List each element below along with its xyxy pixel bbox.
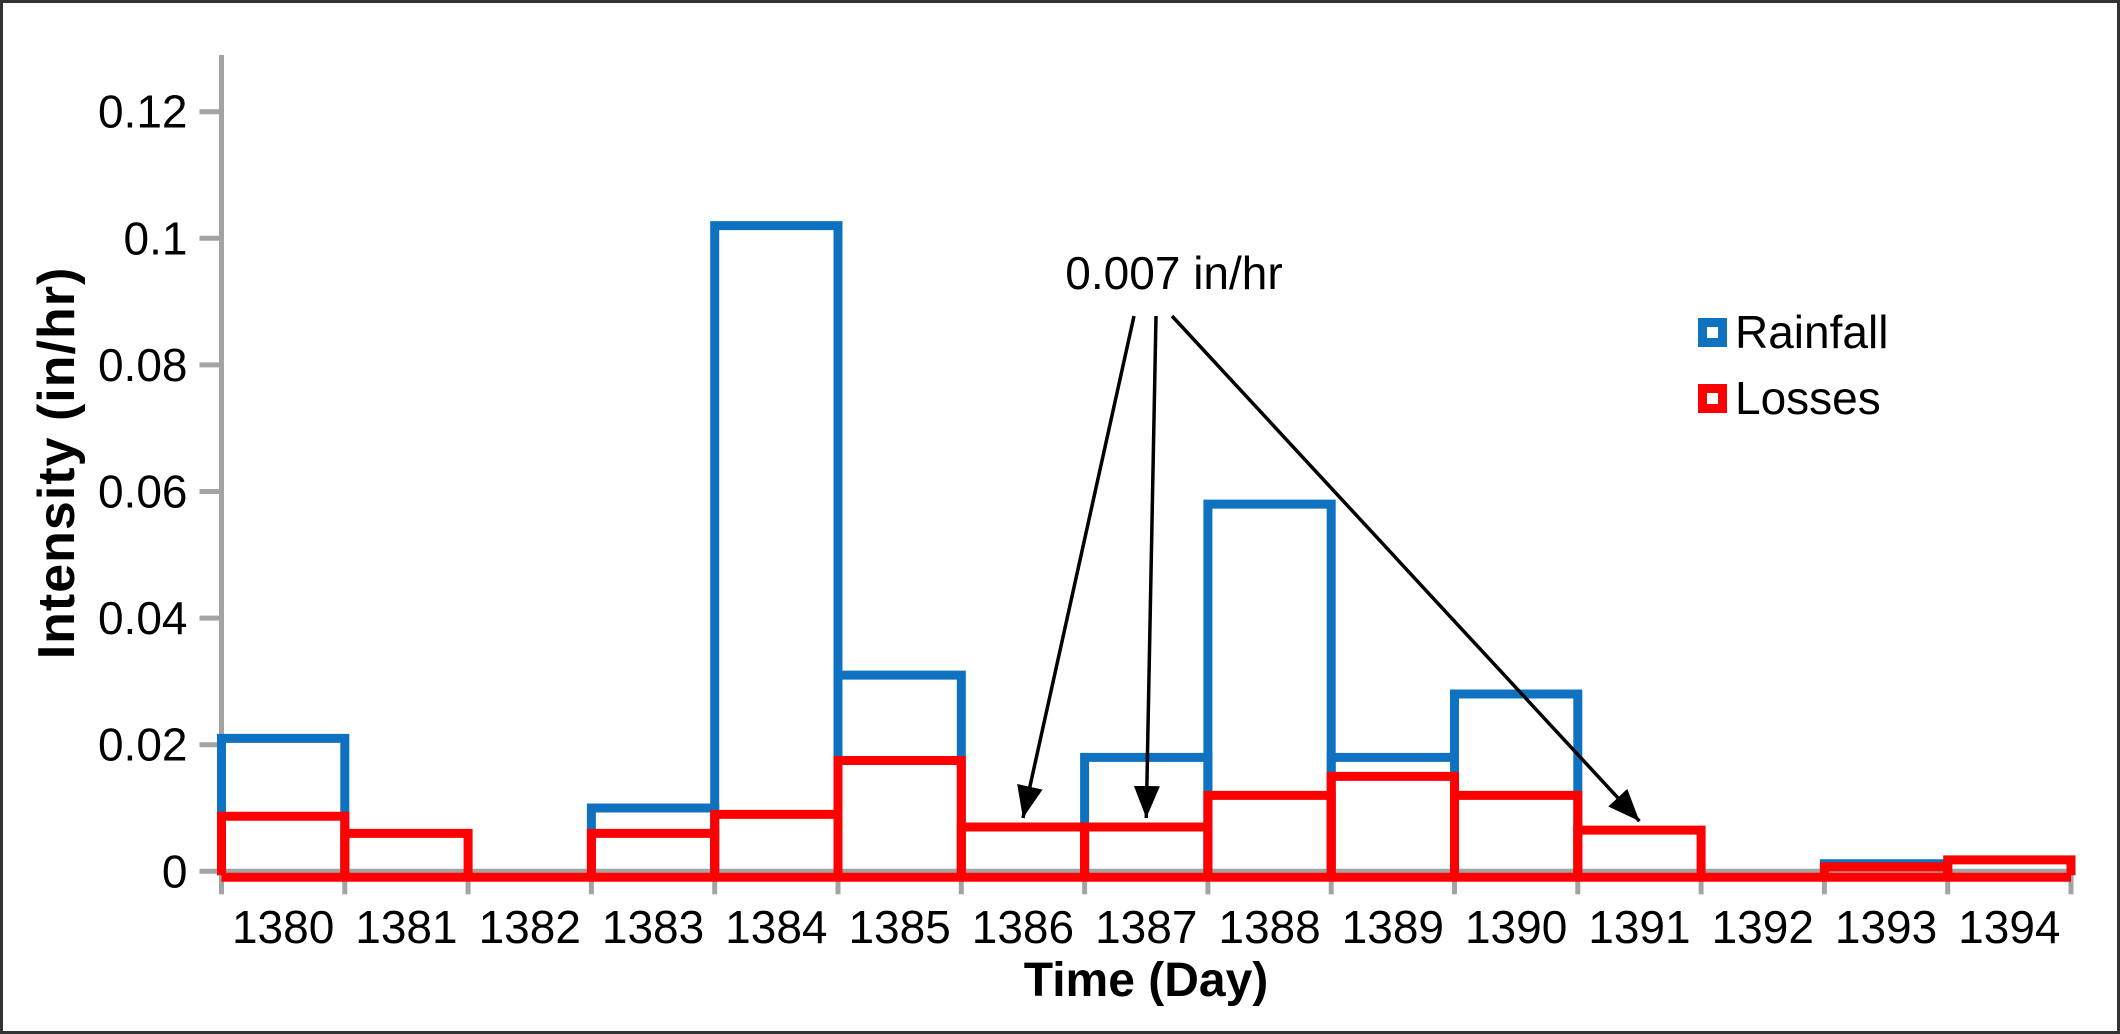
y-tick-label: 0.08 — [98, 339, 188, 391]
x-tick-label: 1380 — [232, 901, 334, 953]
x-tick-label: 1390 — [1465, 901, 1567, 953]
losses-bar-1385 — [833, 756, 966, 876]
legend-label-rainfall: Rainfall — [1735, 306, 1889, 358]
legend: Rainfall Losses — [1698, 309, 1888, 441]
rainfall-swatch-icon — [1698, 317, 1727, 347]
x-tick-label: 1382 — [479, 901, 581, 953]
losses-bar-1394 — [1943, 855, 2076, 876]
x-tick-label: 1387 — [1095, 901, 1197, 953]
x-tick-label: 1384 — [725, 901, 827, 953]
losses-bar-1386 — [956, 822, 1090, 876]
losses-bar-1384 — [710, 809, 843, 876]
losses-bar-1380 — [217, 811, 350, 876]
x-tick-label: 1394 — [1958, 901, 2060, 953]
x-tick-label: 1385 — [848, 901, 950, 953]
x-tick-label: 1386 — [972, 901, 1074, 953]
y-tick-label: 0.04 — [98, 592, 188, 644]
rainfall-bar-1383 — [586, 803, 720, 872]
annotation-arrow-1387 — [1133, 315, 1160, 819]
losses-bar-1381 — [340, 828, 473, 876]
x-axis-title: Time (Day) — [1023, 954, 1269, 1007]
rainfall-bar-1390 — [1450, 689, 1583, 872]
rainfall-bar-1388 — [1203, 499, 1336, 872]
losses-bar-1389 — [1326, 771, 1459, 876]
x-tick-label: 1388 — [1218, 901, 1320, 953]
y-tick-label: 0.06 — [98, 466, 188, 518]
y-axis-title: Intensity (in/hr) — [28, 266, 86, 660]
losses-bar-1391 — [1573, 825, 1706, 876]
losses-bar-1387 — [1080, 822, 1213, 876]
y-tick-label: 0.02 — [98, 719, 188, 771]
x-tick-label: 1389 — [1342, 901, 1444, 953]
x-tick-label: 1391 — [1588, 901, 1690, 953]
annotation-arrow-1386 — [1017, 315, 1136, 819]
annotation-arrow-1391 — [1170, 314, 1641, 823]
plot-area: 0 0.02 0.04 0.06 0.08 0.1 0.12 1380 1381 1382 1383… — [98, 55, 2076, 953]
legend-item-rainfall: Rainfall — [1698, 309, 1888, 355]
x-tick-label: 1392 — [1712, 901, 1814, 953]
losses-bar-1390 — [1450, 790, 1583, 876]
legend-label-losses: Losses — [1735, 372, 1881, 424]
y-tick-label: 0.12 — [98, 86, 188, 138]
losses-swatch-icon — [1698, 383, 1727, 413]
annotation-label: 0.007 in/hr — [1065, 247, 1283, 299]
rainfall-bar-1385 — [833, 670, 966, 872]
x-tick-label: 1381 — [355, 901, 457, 953]
x-tick-label: 1383 — [602, 901, 704, 953]
y-tick-label: 0 — [162, 845, 188, 897]
rainfall-bar-1384 — [710, 221, 843, 872]
losses-bar-1388 — [1203, 790, 1336, 876]
legend-item-losses: Losses — [1698, 375, 1888, 421]
y-tick-label: 0.1 — [124, 212, 188, 264]
x-tick-label: 1393 — [1835, 901, 1937, 953]
rainfall-bar-1380 — [217, 733, 350, 872]
